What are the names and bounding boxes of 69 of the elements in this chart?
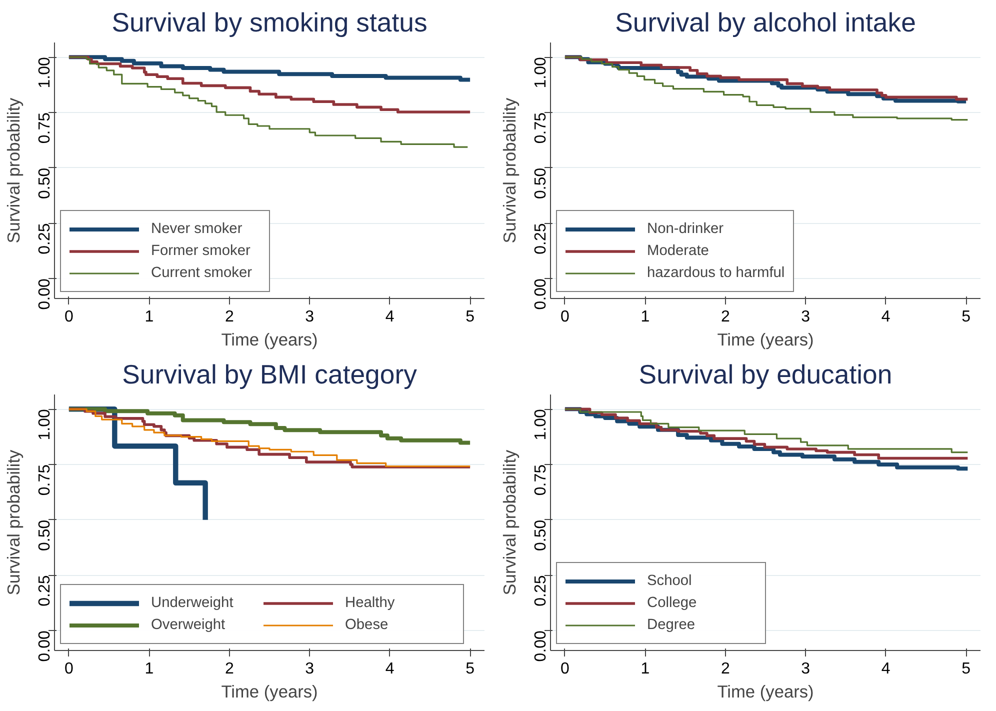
- legend-label: Obese: [345, 617, 390, 633]
- legend-label: Never smoker: [151, 221, 244, 237]
- y-tick-label: 0.75: [532, 112, 550, 144]
- x-tick-label: 3: [801, 308, 810, 326]
- x-tick-label: 3: [305, 308, 314, 326]
- legend-label: College: [647, 595, 698, 611]
- chart-title: Survival by education: [638, 360, 892, 390]
- x-tick-label: 3: [801, 660, 810, 678]
- x-tick-label: 4: [385, 660, 394, 678]
- x-tick-label: 2: [224, 660, 234, 678]
- x-tick-label: 5: [466, 660, 475, 678]
- x-axis-title: Time (years): [221, 682, 318, 702]
- y-tick-label: 0.75: [36, 464, 54, 496]
- y-tick-label: 1.00: [532, 57, 550, 88]
- y-tick-label: 1.00: [532, 409, 550, 440]
- y-tick-label: 0.25: [36, 575, 54, 606]
- chart-title: Survival by BMI category: [122, 360, 418, 390]
- x-tick-label: 0: [64, 660, 74, 678]
- y-axis-title: Survival probability: [4, 97, 24, 244]
- x-tick-label: 2: [720, 660, 730, 678]
- x-tick-label: 1: [640, 660, 650, 678]
- y-tick-label: 0.50: [36, 520, 54, 551]
- x-tick-label: 1: [640, 308, 650, 326]
- x-tick-label: 4: [881, 660, 890, 678]
- x-tick-label: 2: [720, 308, 730, 326]
- x-tick-label: 1: [144, 660, 154, 678]
- y-axis-title: Survival probability: [4, 449, 24, 596]
- y-tick-label: 0.50: [532, 168, 550, 199]
- y-axis-title: Survival probability: [500, 97, 520, 244]
- y-tick-label: 0.50: [36, 168, 54, 199]
- y-tick-label: 0.00: [532, 630, 550, 662]
- x-tick-label: 5: [466, 308, 475, 326]
- legend-label: School: [647, 573, 693, 589]
- legend-label: Former smoker: [151, 243, 252, 259]
- y-tick-label: 0.00: [36, 630, 54, 662]
- y-tick-label: 0.25: [532, 223, 550, 254]
- chart-title: Survival by smoking status: [112, 8, 428, 38]
- legend-label: Healthy: [345, 595, 396, 611]
- y-tick-label: 0.75: [532, 464, 550, 496]
- y-tick-label: 0.75: [36, 112, 54, 144]
- y-tick-label: 0.25: [36, 223, 54, 254]
- y-axis-title: Survival probability: [500, 449, 520, 596]
- x-tick-label: 0: [560, 308, 570, 326]
- x-tick-label: 4: [881, 308, 890, 326]
- chart-title: Survival by alcohol intake: [615, 8, 916, 38]
- x-axis-title: Time (years): [717, 682, 814, 702]
- x-axis-title: Time (years): [221, 330, 318, 350]
- legend-label: Overweight: [151, 617, 226, 633]
- x-tick-label: 4: [385, 308, 394, 326]
- y-tick-label: 0.00: [36, 278, 54, 310]
- x-tick-label: 5: [962, 660, 971, 678]
- legend-label: Moderate: [647, 243, 710, 259]
- legend-label: Degree: [647, 617, 696, 633]
- x-tick-label: 0: [560, 660, 570, 678]
- x-tick-label: 2: [224, 308, 234, 326]
- x-axis-title: Time (years): [717, 330, 814, 350]
- legend-label: hazardous to harmful: [647, 265, 785, 281]
- legend-label: Underweight: [151, 595, 234, 611]
- y-tick-label: 0.50: [532, 520, 550, 551]
- x-tick-label: 5: [962, 308, 971, 326]
- y-tick-label: 1.00: [36, 57, 54, 88]
- y-tick-label: 1.00: [36, 409, 54, 440]
- x-tick-label: 0: [64, 308, 74, 326]
- x-tick-label: 3: [305, 660, 314, 678]
- x-tick-label: 1: [144, 308, 154, 326]
- y-tick-label: 0.00: [532, 278, 550, 310]
- y-tick-label: 0.25: [532, 575, 550, 606]
- legend-label: Current smoker: [151, 265, 253, 281]
- legend-label: Non-drinker: [647, 221, 725, 237]
